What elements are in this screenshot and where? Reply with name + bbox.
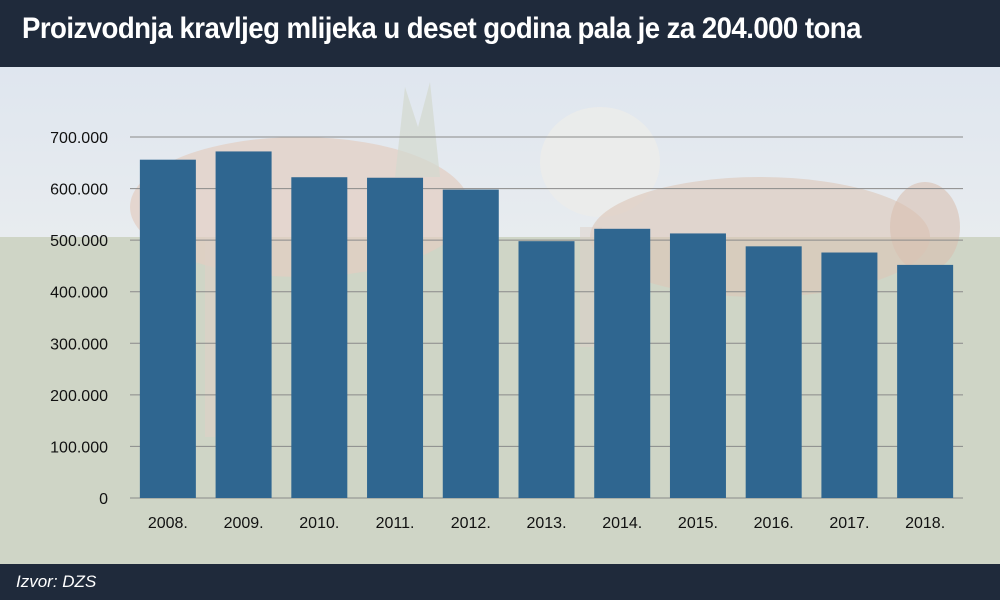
footer-bar: Izvor: DZS [0,564,1000,600]
bar-chart: 0 100.000 200.000 300.000 400.000 500.000 600.… [50,130,963,532]
bar-2010 [291,177,348,498]
chart-area: 0 100.000 200.000 300.000 400.000 500.000 600.… [0,67,1000,564]
x-tick-label: 2012. [451,515,491,532]
bar-2009 [215,151,272,498]
x-tick-label: 2015. [678,515,718,532]
x-tick-label: 2008. [148,515,188,532]
y-tick-label: 300.000 [50,336,108,353]
source-note: Izvor: DZS [16,572,97,591]
bar-2018 [897,264,954,498]
y-tick-label: 200.000 [50,388,108,405]
x-tick-label: 2017. [829,515,869,532]
x-tick-label: 2009. [224,515,264,532]
bars [139,151,954,499]
bar-2016 [745,246,802,498]
bar-2011 [367,177,424,498]
bar-2015 [669,233,726,498]
x-tick-label: 2016. [754,515,794,532]
bar-2014 [594,228,651,498]
y-axis-ticks: 0 100.000 200.000 300.000 400.000 500.000 600.… [50,130,108,508]
x-tick-label: 2013. [526,515,566,532]
x-tick-label: 2018. [905,515,945,532]
header-bar: Proizvodnja kravljeg mlijeka u deset god… [0,0,1000,67]
chart-title: Proizvodnja kravljeg mlijeka u deset god… [22,12,861,45]
bar-2017 [821,252,878,498]
y-tick-label: 100.000 [50,439,108,456]
bar-2013 [518,241,575,498]
bar-2008 [139,159,196,498]
y-tick-label: 0 [99,491,108,508]
y-tick-label: 700.000 [50,130,108,147]
x-tick-label: 2010. [299,515,339,532]
y-tick-label: 600.000 [50,182,108,199]
y-tick-label: 400.000 [50,285,108,302]
bar-2012 [442,189,499,499]
x-axis-ticks: 2008. 2009. 2010. 2011. 2012. 2013. 2014. 2015.… [148,515,945,532]
x-tick-label: 2014. [602,515,642,532]
y-tick-label: 500.000 [50,233,108,250]
x-tick-label: 2011. [376,515,415,532]
